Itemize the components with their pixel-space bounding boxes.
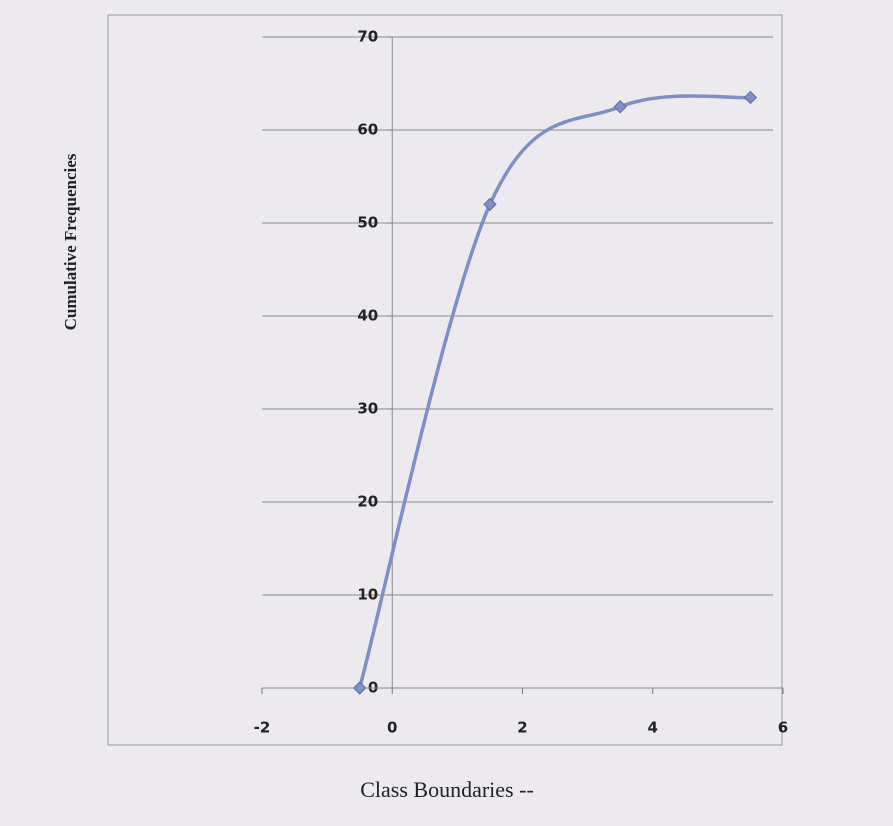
x-tick-label: 6	[778, 719, 788, 737]
y-tick-label: 20	[357, 493, 378, 511]
y-axis-title: Cumulative Frequencies	[61, 153, 80, 330]
marker	[352, 681, 367, 695]
marker	[483, 197, 497, 212]
y-tick-label: 10	[357, 586, 378, 604]
x-tick-label: 4	[648, 719, 658, 737]
y-tick-label: 70	[357, 28, 378, 46]
marker	[613, 100, 627, 114]
marker	[743, 90, 758, 105]
y-tick-label: 60	[357, 121, 378, 139]
y-tick-label: 50	[357, 214, 378, 232]
chart-frame	[107, 14, 783, 746]
y-tick-label: 40	[357, 307, 378, 325]
x-tick-label: 2	[517, 719, 527, 737]
x-axis-title: Class Boundaries --	[360, 777, 534, 802]
series-line	[357, 94, 753, 690]
x-tick-label: -2	[254, 719, 271, 737]
y-tick-label: 30	[357, 400, 378, 418]
x-tick-label: 0	[387, 719, 397, 737]
